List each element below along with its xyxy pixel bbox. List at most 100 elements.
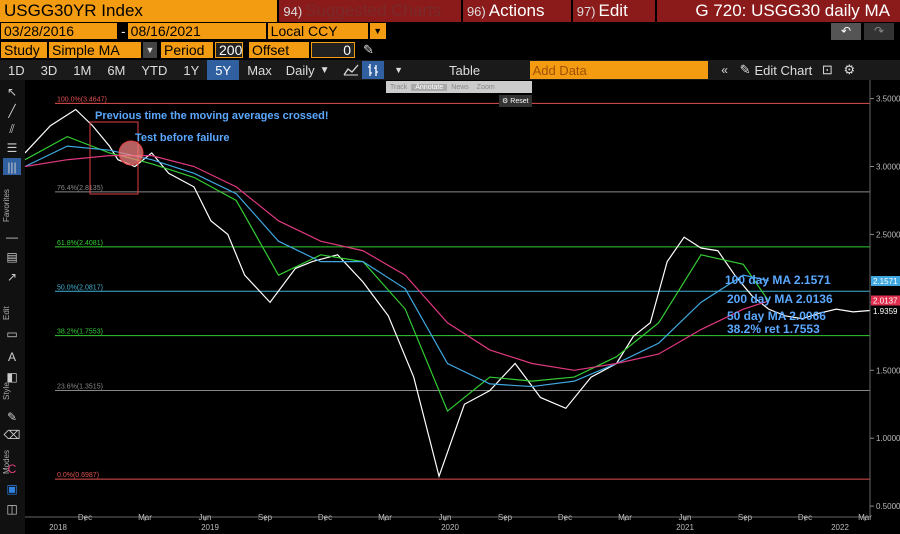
chart-type-dropdown-icon[interactable]: ▼	[394, 65, 404, 75]
range-1m[interactable]: 1M	[73, 62, 92, 78]
annotation-toolbar: Track Annotate News Zoom	[386, 81, 532, 93]
arrow-icon[interactable]: ↗	[6, 269, 18, 284]
ma-series	[25, 155, 769, 371]
x-tick-label: Sep	[258, 513, 273, 522]
toolbar: 1D 3D 1M 6M YTD 1Y 5Y Max Daily ▼ ▼ Table Add Da…	[0, 60, 900, 80]
crosshair-icon[interactable]: C	[7, 461, 17, 476]
gear-icon[interactable]: ⚙	[843, 62, 856, 77]
fib-label: 50.0%(2.0817)	[57, 284, 103, 291]
suggested-label: Suggested Charts	[305, 1, 442, 20]
study-select[interactable]: Simple MA	[49, 41, 141, 58]
table-button[interactable]: Table	[449, 62, 481, 78]
x-tick-label: Sep	[738, 513, 753, 522]
range-ytd[interactable]: YTD	[141, 62, 168, 78]
x-tick-label: Jun	[679, 513, 692, 522]
currency-dropdown-icon[interactable]: ▼	[369, 23, 386, 39]
x-tick-label: Dec	[318, 513, 332, 522]
pen-icon[interactable]: ✎	[6, 409, 18, 424]
x-tick-label: Dec	[798, 513, 812, 522]
actions-button[interactable]: 96) Actions	[462, 0, 571, 22]
actions-num: 96)	[466, 3, 486, 19]
year-label: 2021	[676, 523, 694, 532]
end-date-input[interactable]: 08/16/2021	[127, 23, 266, 39]
y-tick-label: 3.0000	[876, 163, 900, 172]
year-label: 2020	[441, 523, 459, 532]
shapes-icon[interactable]: ◧	[6, 369, 18, 384]
edit-chart-button[interactable]: ✎ Edit Chart	[736, 60, 817, 80]
range-1d[interactable]: 1D	[8, 62, 25, 78]
x-tick-label: Mar	[138, 513, 152, 522]
zoom-button[interactable]: Zoom	[476, 83, 495, 91]
range-buttons: 1D 3D 1M 6M YTD 1Y 5Y Max	[0, 60, 280, 80]
chart-annotation: Test before failure	[135, 132, 230, 144]
price-marker-label: 1.9359	[873, 307, 898, 316]
x-tick-label: Jun	[199, 513, 212, 522]
offset-input[interactable]: 0	[311, 41, 355, 58]
crop-icon[interactable]: ⊡	[821, 62, 833, 77]
pencil-icon[interactable]: ✎	[363, 41, 374, 57]
range-5y[interactable]: 5Y	[207, 60, 240, 80]
range-3d[interactable]: 3D	[40, 62, 58, 78]
price-chart[interactable]: 100.0%(3.4647) 76.4%(2.8135) 61.8%(2.4081)…	[25, 80, 900, 534]
frequency-select[interactable]: Daily ▼	[280, 60, 336, 80]
cursor-icon[interactable]: ↖	[6, 84, 18, 99]
chart-annotation: 50 day MA 2.0066	[727, 309, 826, 323]
add-data-input[interactable]: Add Data	[529, 61, 708, 79]
study-dropdown-icon[interactable]: ▼	[143, 41, 157, 58]
date-row: 03/28/2016 - 08/16/2021 Local CCY ▼ ↶ ↷	[0, 22, 900, 40]
reset-label: Reset	[510, 97, 529, 105]
y-tick-label: 1.5000	[876, 366, 900, 375]
x-tick-label: Sep	[498, 513, 513, 522]
start-date-input[interactable]: 03/28/2016	[1, 23, 117, 39]
bar-chart-icon[interactable]	[361, 61, 384, 79]
undo-icon[interactable]: ↶	[831, 22, 861, 40]
period-label: Period	[161, 41, 213, 58]
fib-label: 38.2%(1.7553)	[57, 329, 103, 336]
redo-icon[interactable]: ↷	[864, 22, 894, 40]
chart-annotation: 100 day MA 2.1571	[725, 273, 831, 287]
channel-icon[interactable]: ⫽	[9, 122, 15, 136]
compare-icon[interactable]: ▣	[6, 481, 18, 496]
study-label: Study	[1, 41, 47, 58]
eraser-icon[interactable]: ⌫	[3, 427, 21, 442]
favorites-label: Favorites	[2, 189, 11, 222]
range-6m[interactable]: 6M	[107, 62, 126, 78]
ruler-icon[interactable]: ▤	[6, 249, 18, 264]
period-input[interactable]: 200	[215, 41, 243, 58]
track-button[interactable]: Track	[390, 83, 408, 91]
collapse-icon[interactable]: «	[721, 63, 728, 77]
suggested-charts-button[interactable]: 94) Suggested Charts	[279, 0, 461, 22]
news-button[interactable]: News	[451, 83, 469, 91]
range-max[interactable]: Max	[247, 62, 272, 78]
trendline-icon[interactable]: ╱	[8, 103, 16, 118]
rectangle-icon[interactable]: ▭	[6, 326, 18, 341]
y-tick-label: 2.5000	[876, 230, 900, 239]
bar-icon[interactable]: |||	[3, 158, 21, 175]
edit-button[interactable]: 97) Edit	[572, 0, 655, 22]
study-row: Study Simple MA ▼ Period 200 Offset 0 ✎	[0, 40, 900, 59]
offset-label: Offset	[249, 41, 309, 58]
chart-annotation: Previous time the moving averages crosse…	[95, 110, 329, 122]
fib-icon[interactable]: ☰	[6, 140, 18, 155]
reset-button[interactable]: ⚙ Reset	[499, 95, 532, 107]
suggested-num: 94)	[283, 3, 303, 19]
edit-chart-label: Edit Chart	[754, 62, 813, 78]
x-tick-label: Dec	[78, 513, 92, 522]
chart-title-text: G 720: USGG30 daily MA	[695, 1, 890, 20]
line-chart-icon[interactable]	[340, 61, 362, 79]
year-label: 2022	[831, 523, 849, 532]
x-tick-label: Mar	[858, 513, 872, 522]
range-1y[interactable]: 1Y	[183, 62, 200, 78]
horizontal-line-icon[interactable]: —	[6, 229, 18, 244]
annotate-button[interactable]: Annotate	[411, 83, 448, 91]
style-label: Style	[2, 382, 11, 400]
y-tick-label: 3.5000	[876, 95, 900, 104]
currency-select[interactable]: Local CCY	[267, 23, 368, 39]
price-marker-label: 2.1571	[873, 277, 898, 286]
text-icon[interactable]: A	[7, 349, 16, 364]
price-series	[25, 108, 871, 479]
year-label: 2019	[201, 523, 219, 532]
layers-icon[interactable]: ◫	[6, 501, 18, 516]
price-marker	[871, 276, 900, 287]
ticker-field[interactable]: USGG30YR Index	[0, 0, 278, 22]
